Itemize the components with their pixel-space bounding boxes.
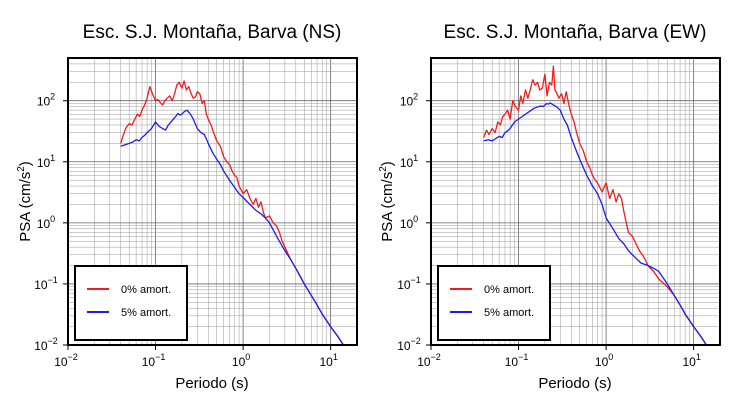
grid xyxy=(430,57,721,346)
x-tick-exponent: 1 xyxy=(333,352,338,362)
chart-title: Esc. S.J. Montaña, Barva (NS) xyxy=(83,22,342,43)
y-axis-label-close: ) xyxy=(17,161,34,166)
x-tick-exponent: 0 xyxy=(608,352,613,362)
x-tick-exponent: −1 xyxy=(155,352,165,362)
y-tick-exponent: −1 xyxy=(411,275,421,285)
y-tick-exponent: −2 xyxy=(411,336,421,346)
x-tick-label: 10−2 xyxy=(54,352,78,369)
y-tick-exponent: 1 xyxy=(50,153,55,163)
y-axis-label-exponent: 2 xyxy=(378,166,389,172)
y-axis-label-exponent: 2 xyxy=(16,166,27,172)
y-axis-label: PSA (cm/s2) xyxy=(378,161,396,242)
x-tick-exponent: −2 xyxy=(68,352,78,362)
y-tick-label: 10−1 xyxy=(34,275,58,292)
x-tick-label: 10−1 xyxy=(505,352,529,369)
y-axis-label-close: ) xyxy=(379,161,396,166)
y-tick-exponent: 1 xyxy=(413,153,418,163)
series-line-undamped xyxy=(120,80,347,346)
legend-box xyxy=(437,265,551,341)
series-line-damped xyxy=(120,109,347,346)
legend-label: 5% amort. xyxy=(121,307,171,319)
y-tick-label: 101 xyxy=(400,153,418,170)
plot-frame xyxy=(67,57,358,346)
plot-frame xyxy=(430,57,721,346)
series-line-damped xyxy=(483,102,710,346)
y-tick-label: 101 xyxy=(37,153,55,170)
legend-label: 0% amort. xyxy=(121,284,171,296)
y-tick-label: 10−2 xyxy=(34,336,58,353)
y-tick-label: 102 xyxy=(37,92,55,109)
x-tick-label: 100 xyxy=(595,352,613,369)
y-tick-exponent: 0 xyxy=(50,214,55,224)
legend-label: 5% amort. xyxy=(484,307,534,319)
y-tick-label: 10−1 xyxy=(397,275,421,292)
y-tick-exponent: 2 xyxy=(50,92,55,102)
y-tick-label: 10−2 xyxy=(397,336,421,353)
x-tick-label: 100 xyxy=(232,352,250,369)
y-tick-exponent: 2 xyxy=(413,92,418,102)
series-line-undamped xyxy=(483,65,710,346)
x-tick-label: 101 xyxy=(319,352,337,369)
grid xyxy=(67,57,358,346)
x-tick-exponent: −2 xyxy=(431,352,441,362)
chart-title: Esc. S.J. Montaña, Barva (EW) xyxy=(444,22,707,43)
y-tick-exponent: −2 xyxy=(48,336,58,346)
x-tick-label: 101 xyxy=(682,352,700,369)
y-tick-exponent: −1 xyxy=(48,275,58,285)
x-tick-exponent: −1 xyxy=(518,352,528,362)
x-axis-label: Periodo (s) xyxy=(175,375,248,392)
x-axis-label: Periodo (s) xyxy=(538,375,611,392)
legend: 0% amort. 5% amort. xyxy=(74,265,188,341)
y-tick-exponent: 0 xyxy=(413,214,418,224)
y-tick-label: 100 xyxy=(37,214,55,231)
legend-label: 0% amort. xyxy=(484,284,534,296)
legend-box xyxy=(74,265,188,341)
y-axis-label: PSA (cm/s2) xyxy=(16,161,34,242)
x-tick-label: 10−1 xyxy=(142,352,166,369)
x-tick-label: 10−2 xyxy=(417,352,441,369)
y-tick-label: 100 xyxy=(400,214,418,231)
x-tick-exponent: 0 xyxy=(245,352,250,362)
y-tick-label: 102 xyxy=(400,92,418,109)
x-tick-exponent: 1 xyxy=(696,352,701,362)
legend: 0% amort. 5% amort. xyxy=(437,265,551,341)
